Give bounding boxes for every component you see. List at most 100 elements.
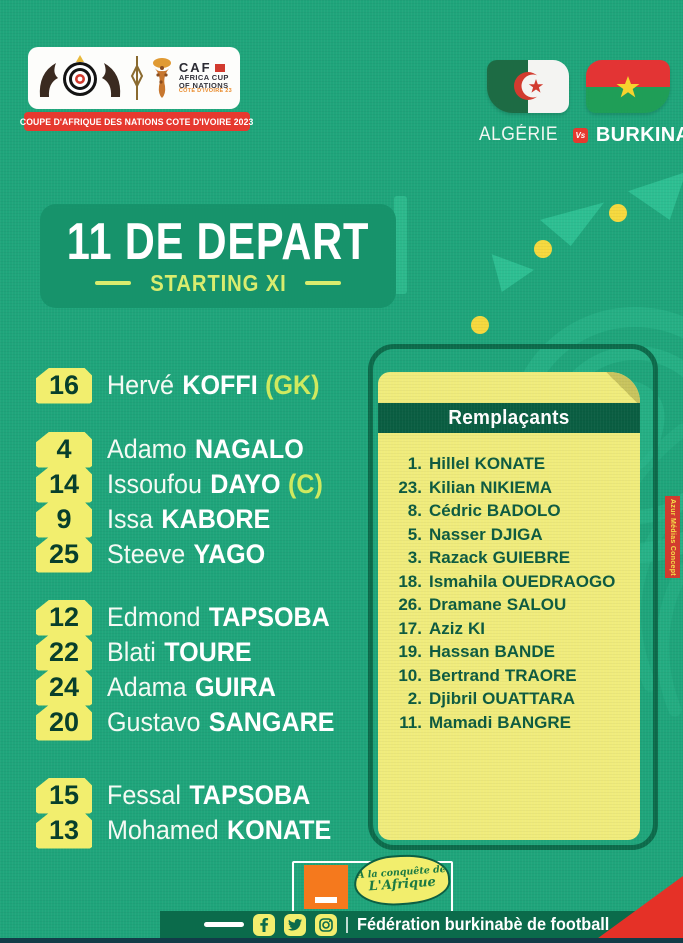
spear-icon xyxy=(131,56,144,100)
slogan-line2: L'Afrique xyxy=(368,874,437,895)
player-first-name: Fessal xyxy=(107,780,181,810)
title-main: 11 DE DEPART xyxy=(66,212,370,271)
subs-panel-border xyxy=(368,344,658,850)
player-last-name: GUIRA xyxy=(194,672,276,702)
sub-first-name: Cédric xyxy=(429,501,482,520)
sub-last-name: OUEDRAOGO xyxy=(502,571,616,591)
watermark: Azur Médias Concept xyxy=(665,496,680,578)
player-first-name: Blati xyxy=(107,637,156,667)
twitter-icon[interactable] xyxy=(284,913,306,936)
player-last-name: KABORE xyxy=(161,504,271,534)
player-number-badge: 24 xyxy=(36,669,92,706)
title-box: 11 DE DEPART STARTING XI xyxy=(40,204,396,308)
caf-line2: OF NATIONS xyxy=(178,80,229,90)
player-first-name: Issoufou xyxy=(107,469,202,499)
dash-decor xyxy=(204,922,244,927)
sub-last-name: KI xyxy=(468,618,485,638)
player-number-badge: 15 xyxy=(36,777,92,814)
caf-wordmark: CAF xyxy=(178,60,212,76)
sub-number: 1 xyxy=(392,454,422,474)
sub-first-name: Mamadi xyxy=(429,712,493,732)
player-number-badge: 25 xyxy=(36,536,92,573)
player-last-name: TAPSOBA xyxy=(189,780,311,810)
yellow-dot-decor xyxy=(471,316,489,334)
sub-last-name: SALOU xyxy=(506,595,567,614)
starting-xi-list: 16 Hervé KOFFI (GK) 4 Adamo NAGALO 14 Issou… xyxy=(36,367,352,849)
sub-last-name: BANGRE xyxy=(497,712,571,732)
player-number-badge: 13 xyxy=(36,812,92,849)
player-number-badge: 12 xyxy=(36,599,92,636)
player-last-name: DAYO xyxy=(210,469,281,499)
instagram-icon[interactable] xyxy=(315,913,337,936)
player-row: 15 Fessal TAPSOBA xyxy=(36,777,352,814)
sub-number: 5 xyxy=(392,525,422,545)
sub-number: 17 xyxy=(392,619,422,639)
player-first-name: Edmond xyxy=(107,602,201,632)
sub-first-name: Dramane xyxy=(429,595,502,614)
stripe-decor xyxy=(394,196,407,294)
player-first-name: Adama xyxy=(107,672,187,702)
caf-line1: AFRICA CUP xyxy=(178,73,229,83)
sub-number: 8 xyxy=(392,501,422,521)
sub-last-name: OUATTARA xyxy=(482,689,576,708)
triangle-decor xyxy=(540,202,604,246)
sub-first-name: Nasser xyxy=(429,524,486,544)
player-first-name: Steeve xyxy=(107,539,186,569)
player-note: (C) xyxy=(287,469,323,499)
sub-first-name: Djibril xyxy=(429,689,478,708)
title-sub: STARTING XI xyxy=(94,270,342,297)
player-number-badge: 14 xyxy=(36,466,92,503)
player-row: 4 Adamo NAGALO xyxy=(36,431,352,468)
dash-decor xyxy=(305,281,342,285)
player-number-badge: 20 xyxy=(36,704,92,741)
sub-last-name: TRAORE xyxy=(504,665,577,685)
sub-last-name: BADOLO xyxy=(486,501,561,520)
sub-first-name: Razack xyxy=(429,548,488,567)
algeria-flag xyxy=(487,60,569,113)
sub-first-name: Aziz xyxy=(429,618,463,638)
header-logo-card: CAF AFRICA CUP OF NATIONS CÔTE D'IVOIRE … xyxy=(28,47,240,109)
bottom-strip-decor xyxy=(0,938,683,943)
player-number-badge: 9 xyxy=(36,501,92,538)
caf-line3: CÔTE D'IVOIRE 23 xyxy=(178,88,232,95)
sub-first-name: Hillel xyxy=(429,454,470,473)
sub-last-name: KONATE xyxy=(474,454,546,473)
player-first-name: Adamo xyxy=(107,434,187,464)
player-row: 14 Issoufou DAYO (C) xyxy=(36,466,352,503)
player-last-name: YAGO xyxy=(193,539,266,569)
player-last-name: TAPSOBA xyxy=(208,602,330,632)
sub-number: 3 xyxy=(392,548,422,568)
sub-number: 11 xyxy=(392,713,422,733)
yellow-dot-decor xyxy=(534,240,552,258)
player-row: 12 Edmond TAPSOBA xyxy=(36,599,352,636)
sub-first-name: Kilian xyxy=(429,477,476,497)
sub-first-name: Ismahila xyxy=(429,571,498,591)
sub-last-name: GUIEBRE xyxy=(492,548,571,567)
sub-last-name: BANDE xyxy=(494,642,555,661)
player-number-badge: 16 xyxy=(36,367,92,404)
triangle-decor xyxy=(628,172,683,220)
facebook-icon[interactable] xyxy=(253,913,275,936)
player-row: 25 Steeve YAGO xyxy=(36,536,352,573)
player-number-badge: 4 xyxy=(36,431,92,468)
orange-logo-icon xyxy=(304,865,348,909)
sub-number: 26 xyxy=(392,595,422,615)
tournament-banner: COUPE D'AFRIQUE DES NATIONS COTE D'IVOIR… xyxy=(20,112,254,131)
burkina-faso-flag xyxy=(586,60,670,113)
sub-last-name: NIKIEMA xyxy=(480,477,553,497)
sub-number: 23 xyxy=(392,478,422,498)
player-number-badge: 22 xyxy=(36,634,92,671)
subs-header: Remplaçants xyxy=(378,403,640,433)
player-row: 13 Mohamed KONATE xyxy=(36,812,352,849)
federation-text: Fédération burkinabè de football xyxy=(357,914,610,934)
